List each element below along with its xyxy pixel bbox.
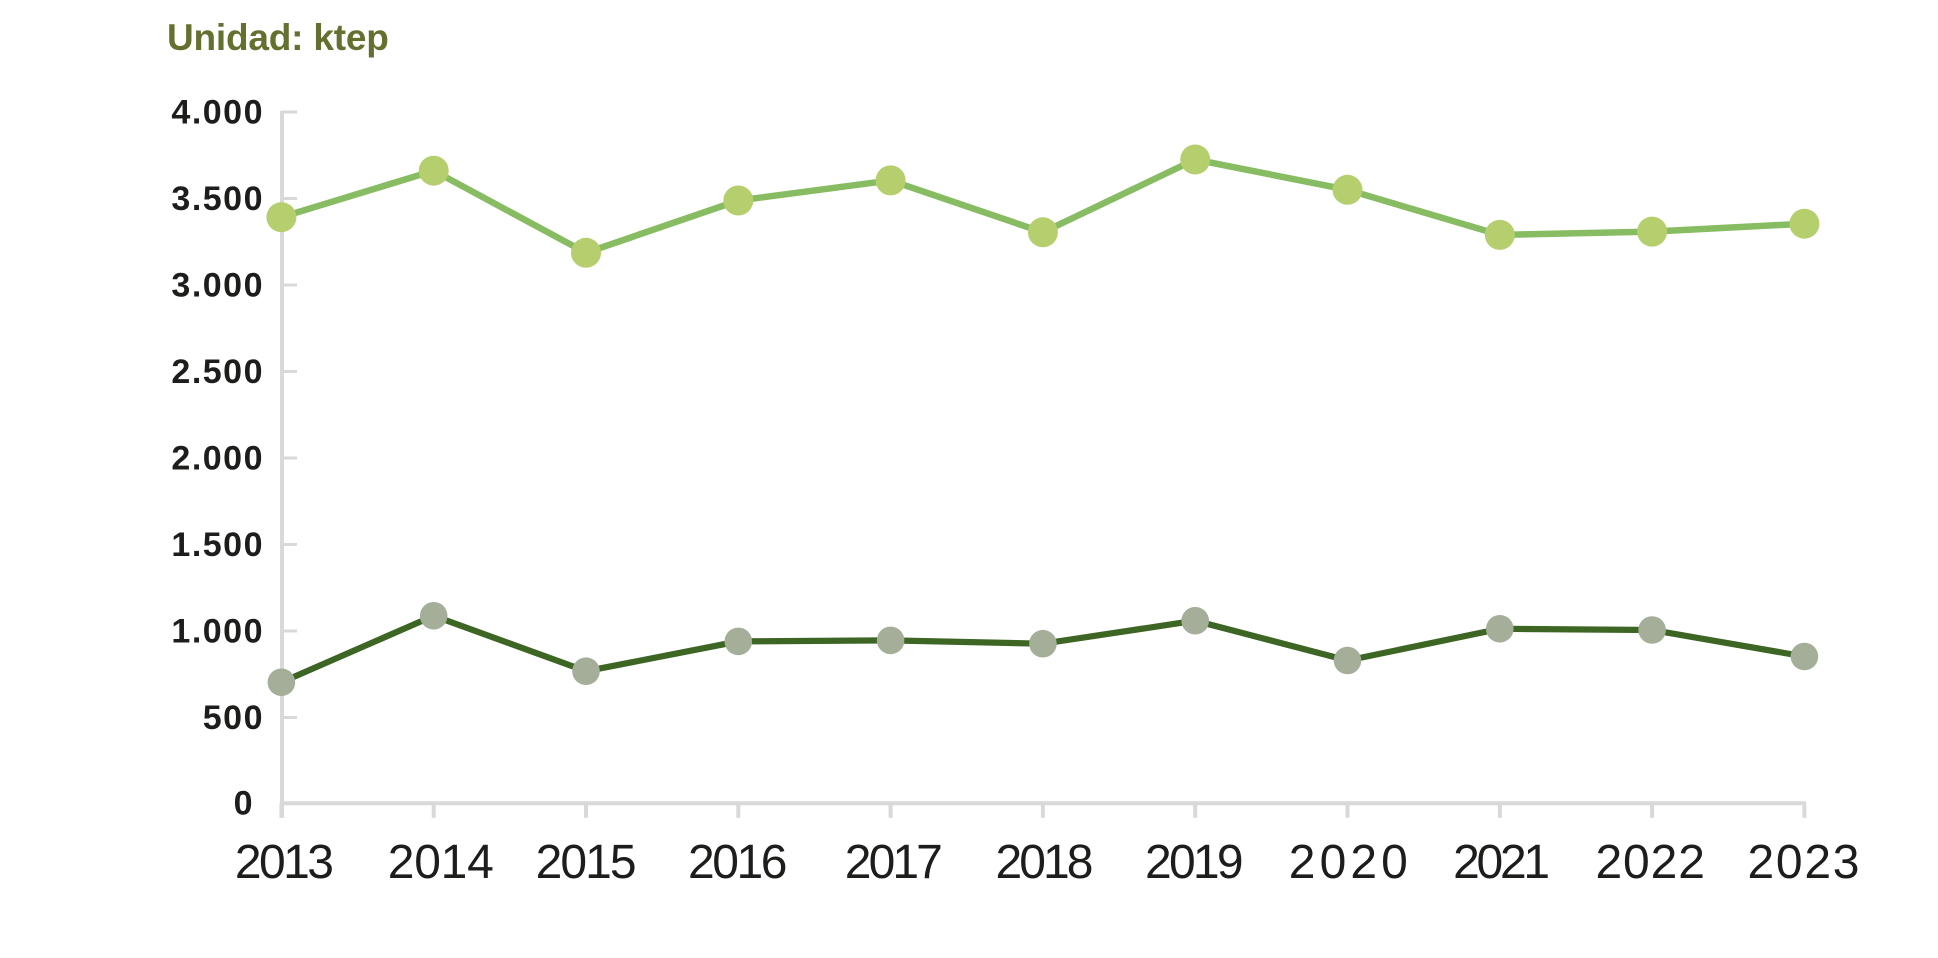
svg-text:2.000: 2.000 <box>171 440 264 478</box>
svg-text:2022: 2022 <box>1595 836 1705 889</box>
svg-text:3.500: 3.500 <box>171 180 264 218</box>
svg-text:1.500: 1.500 <box>171 526 264 564</box>
svg-text:2021: 2021 <box>1453 836 1550 889</box>
svg-text:2013: 2013 <box>235 836 334 889</box>
svg-text:4.000: 4.000 <box>171 94 264 132</box>
svg-text:2023: 2023 <box>1748 836 1860 889</box>
svg-text:2017: 2017 <box>845 836 943 889</box>
svg-text:2016: 2016 <box>688 836 788 889</box>
svg-text:3.000: 3.000 <box>171 267 264 305</box>
svg-text:1.000: 1.000 <box>171 613 264 651</box>
svg-text:2019: 2019 <box>1145 836 1244 889</box>
svg-text:Unidad: ktep: Unidad: ktep <box>167 17 389 58</box>
svg-text:500: 500 <box>203 699 264 737</box>
svg-text:2014: 2014 <box>388 836 494 889</box>
svg-text:2018: 2018 <box>996 836 1094 889</box>
svg-text:0: 0 <box>234 785 254 823</box>
svg-text:2.500: 2.500 <box>171 353 264 391</box>
svg-text:2015: 2015 <box>536 836 637 889</box>
